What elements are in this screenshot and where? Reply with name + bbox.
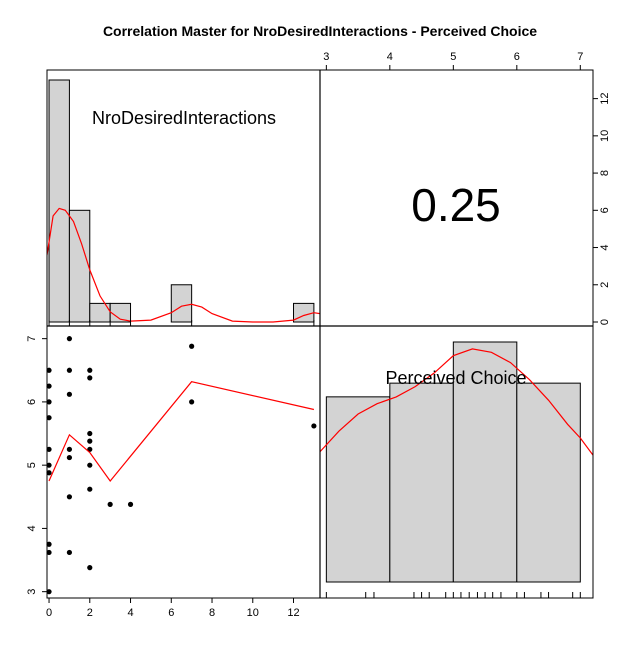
correlation-value: 0.25: [411, 179, 501, 231]
axis-ticks: 0 2 4 6 8 10 12 3 4 5 6 7 3 4 5 6 7 0 2 4 6 8 10 12: [26, 51, 611, 619]
scatter-point: [46, 589, 52, 595]
tick-label-choice-y: 4: [26, 525, 38, 531]
scatter-point: [46, 399, 52, 405]
tick-label-count: 2: [599, 282, 611, 288]
histogram-bar: [170, 284, 193, 323]
tick-label-choice: 3: [323, 51, 329, 63]
tick-label-nro: 0: [46, 607, 52, 619]
tick-label-count: 12: [599, 92, 611, 104]
scatter-point: [127, 501, 134, 507]
scatter-point: [46, 470, 52, 476]
scatter-point: [107, 501, 113, 507]
scatter-point: [46, 367, 52, 373]
tick-label-nro: 12: [287, 607, 299, 619]
scatter-point: [87, 367, 93, 373]
histogram-bar: [389, 382, 454, 583]
tick-label-choice-y: 5: [26, 462, 38, 468]
scatter-point: [66, 391, 73, 397]
variable-label-nro: NroDesiredInteractions: [92, 108, 276, 128]
scatter-point: [87, 565, 93, 571]
tick-label-choice: 4: [387, 51, 393, 63]
tick-label-choice: 6: [514, 51, 520, 63]
smooth-line: [48, 381, 315, 482]
scatter-point: [66, 454, 73, 461]
tick-label-choice: 5: [450, 51, 456, 63]
scatter-panel: [46, 336, 317, 595]
scatter-point: [46, 446, 52, 452]
tick-label-choice-y: 6: [26, 399, 38, 405]
scatter-point: [46, 541, 52, 547]
tick-label-nro: 10: [247, 607, 259, 619]
scatter-point: [87, 486, 93, 492]
tick-label-nro: 4: [127, 607, 133, 619]
variable-label-choice: Perceived Choice: [385, 368, 526, 388]
tick-label-nro: 6: [168, 607, 174, 619]
scatter-point: [46, 383, 52, 389]
scatter-point: [66, 367, 73, 373]
histogram-bar: [109, 302, 132, 323]
tick-label-count: 10: [599, 130, 611, 142]
histogram-panel-nro: [47, 79, 320, 326]
density-curve-nro: [47, 207, 320, 323]
tick-label-count: 8: [599, 170, 611, 176]
tick-label-nro: 8: [209, 607, 215, 619]
tick-label-choice: 7: [577, 51, 583, 63]
scatter-point: [66, 336, 73, 342]
scatter-point: [87, 462, 93, 468]
histogram-bar: [325, 396, 391, 583]
histogram-bars-nro: [48, 79, 315, 323]
scatter-point: [87, 430, 93, 437]
scatter-point: [46, 415, 52, 421]
tick-label-count: 4: [599, 244, 611, 250]
scatter-point: [87, 438, 93, 444]
scatter-point: [189, 399, 195, 405]
scatter-point: [66, 549, 73, 556]
histogram-panel-choice: [320, 341, 593, 598]
chart-title: Correlation Master for NroDesiredInterac…: [103, 23, 537, 39]
tick-label-count: 0: [599, 319, 611, 325]
histogram-bar: [48, 79, 70, 323]
scatter-point: [189, 343, 195, 349]
scatter-point: [87, 375, 93, 381]
histogram-bar: [452, 341, 518, 583]
density-curve-choice: [320, 348, 593, 456]
scatter-point: [311, 423, 317, 429]
tick-label-nro: 2: [87, 607, 93, 619]
histogram-bar: [516, 382, 581, 583]
scatter-point: [46, 462, 52, 468]
scatter-point: [66, 494, 73, 500]
scatter-point: [66, 446, 73, 452]
histogram-bar: [68, 209, 91, 323]
tick-label-choice-y: 3: [26, 589, 38, 595]
scatter-point: [46, 549, 52, 556]
tick-label-choice-y: 7: [26, 336, 38, 342]
tick-label-count: 6: [599, 207, 611, 213]
